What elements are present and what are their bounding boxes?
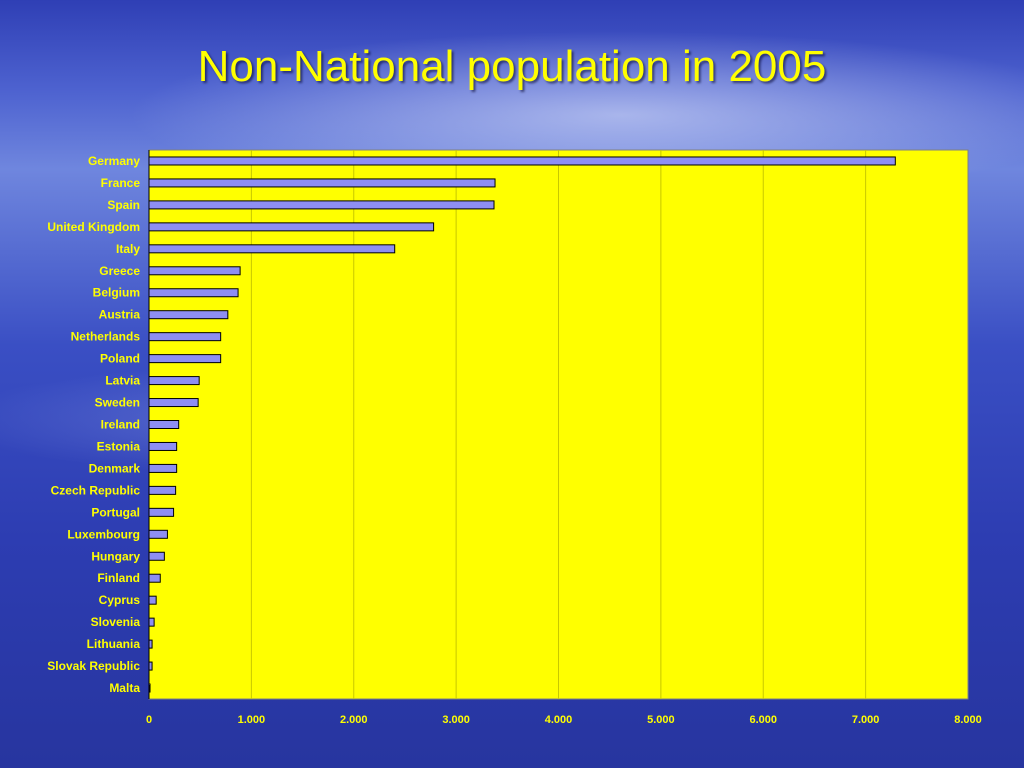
bar	[148, 288, 239, 298]
bar	[148, 266, 241, 276]
bar	[148, 683, 151, 693]
x-tick-label: 5.000	[647, 714, 675, 726]
bar	[148, 332, 222, 342]
x-tick-label: 1.000	[238, 714, 266, 726]
bar	[148, 485, 177, 495]
bar	[148, 529, 168, 539]
category-label: Malta	[109, 681, 140, 695]
bar	[148, 617, 155, 627]
slide-title: Non-National population in 2005	[197, 42, 827, 91]
bar	[148, 376, 200, 386]
x-tick-label: 8.000	[954, 714, 982, 726]
x-tick-label: 3.000	[442, 714, 470, 726]
category-label: Belgium	[93, 286, 140, 300]
category-label: Slovak Republic	[47, 659, 140, 673]
x-tick-label: 2.000	[340, 714, 368, 726]
bar	[148, 507, 175, 517]
category-label: Czech Republic	[51, 483, 141, 497]
x-tick-label: 0	[146, 714, 152, 726]
bar	[148, 463, 178, 473]
category-label: Finland	[97, 571, 140, 585]
category-label: Poland	[100, 352, 140, 366]
bar	[148, 310, 229, 320]
category-label: Ireland	[101, 418, 140, 432]
bar	[148, 156, 896, 166]
category-label: Netherlands	[71, 330, 141, 344]
bar	[148, 222, 435, 232]
category-label: United Kingdom	[47, 220, 140, 234]
category-label: Lithuania	[87, 637, 141, 651]
category-label: Austria	[99, 308, 141, 322]
bar	[148, 398, 199, 408]
bar	[148, 595, 157, 605]
bar	[148, 200, 495, 210]
category-label: Denmark	[89, 461, 141, 475]
category-label: Germany	[88, 154, 140, 168]
category-label: Luxembourg	[67, 527, 140, 541]
bar	[148, 178, 496, 188]
category-label: Cyprus	[99, 593, 141, 607]
bar	[148, 661, 153, 671]
bar	[148, 551, 165, 561]
category-label: Italy	[116, 242, 140, 256]
x-tick-label: 7.000	[852, 714, 880, 726]
category-label: Hungary	[91, 549, 140, 563]
bar	[148, 573, 161, 583]
bar	[148, 441, 178, 451]
bar	[148, 639, 153, 649]
bar	[148, 420, 180, 429]
category-label: Slovenia	[91, 615, 141, 629]
category-label: France	[101, 176, 141, 190]
category-label: Latvia	[105, 374, 140, 388]
category-label: Portugal	[91, 505, 140, 519]
x-tick-label: 6.000	[749, 714, 777, 726]
category-label: Greece	[99, 264, 140, 278]
category-label: Spain	[107, 198, 140, 212]
category-label: Estonia	[97, 439, 141, 453]
bar	[148, 244, 396, 254]
category-label: Sweden	[95, 396, 140, 410]
x-tick-label: 4.000	[545, 714, 573, 726]
bar	[148, 354, 222, 364]
